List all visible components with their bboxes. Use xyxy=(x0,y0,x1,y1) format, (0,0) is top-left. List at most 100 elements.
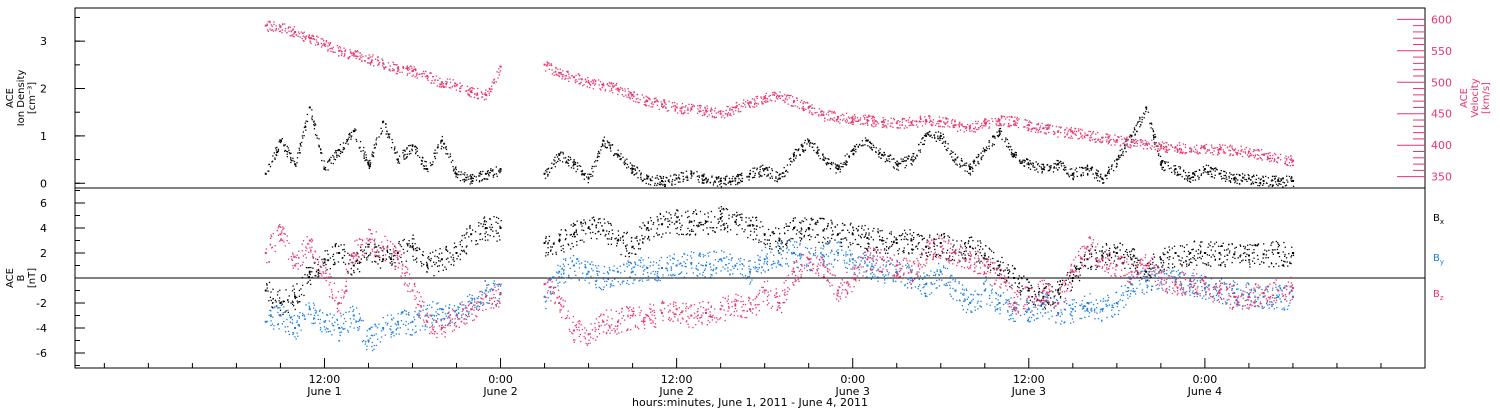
scatter-dot xyxy=(358,262,361,264)
scatter-dot xyxy=(492,176,495,178)
scatter-dot xyxy=(299,142,301,145)
scatter-dot xyxy=(1235,178,1237,180)
scatter-dot xyxy=(846,163,848,166)
data-point xyxy=(939,120,942,123)
scatter-dot xyxy=(1075,167,1078,169)
scatter-dot xyxy=(921,238,924,241)
scatter-dot xyxy=(326,161,329,163)
scatter-dot xyxy=(1089,139,1091,141)
scatter-dot xyxy=(1001,138,1003,141)
scatter-dot xyxy=(594,232,597,235)
scatter-dot xyxy=(1146,148,1148,150)
scatter-dot xyxy=(841,113,844,116)
scatter-dot xyxy=(774,227,777,229)
scatter-dot xyxy=(904,156,906,159)
scatter-dot xyxy=(1124,147,1126,149)
series-bx xyxy=(264,206,1295,316)
scatter-dot xyxy=(959,163,961,165)
scatter-dot xyxy=(985,245,987,247)
scatter-dot xyxy=(760,96,762,98)
scatter-dot xyxy=(803,101,805,103)
data-point xyxy=(352,52,355,55)
scatter-dot xyxy=(729,229,732,231)
scatter-dot xyxy=(1224,177,1226,180)
scatter-dot xyxy=(841,229,843,232)
scatter-dot xyxy=(656,177,658,179)
scatter-dot xyxy=(327,169,329,171)
scatter-dot xyxy=(676,103,678,105)
scatter-dot xyxy=(712,184,715,186)
data-point xyxy=(807,227,810,229)
scatter-dot xyxy=(488,171,491,174)
scatter-dot xyxy=(889,154,891,156)
scatter-dot xyxy=(808,229,810,231)
scatter-dot xyxy=(404,158,406,160)
scatter-dot xyxy=(872,116,874,119)
scatter-dot xyxy=(862,145,864,147)
scatter-dot xyxy=(266,283,268,285)
scatter-dot xyxy=(722,110,724,113)
scatter-dot xyxy=(696,112,699,114)
scatter-dot xyxy=(385,258,387,260)
scatter-dot xyxy=(409,144,411,147)
scatter-dot xyxy=(488,88,491,90)
scatter-dot xyxy=(701,182,703,184)
scatter-dot xyxy=(840,238,842,240)
scatter-dot xyxy=(995,123,997,125)
scatter-dot xyxy=(671,183,673,185)
scatter-dot xyxy=(559,233,562,236)
scatter-dot xyxy=(482,170,484,173)
scatter-dot xyxy=(779,238,781,240)
scatter-dot xyxy=(674,183,676,186)
scatter-dot xyxy=(943,121,945,123)
scatter-dot xyxy=(348,133,350,136)
scatter-dot xyxy=(1153,146,1155,148)
scatter-dot xyxy=(369,56,371,58)
scatter-dot xyxy=(902,233,904,235)
data-point xyxy=(866,119,869,122)
scatter-dot xyxy=(1202,172,1204,174)
scatter-dot xyxy=(994,117,997,120)
scatter-dot xyxy=(862,115,865,117)
scatter-dot xyxy=(717,177,720,179)
scatter-dot xyxy=(1244,174,1246,176)
scatter-dot xyxy=(616,153,618,155)
scatter-dot xyxy=(343,248,345,251)
scatter-dot xyxy=(408,153,410,155)
scatter-dot xyxy=(846,153,848,155)
data-point xyxy=(1203,168,1206,171)
scatter-dot xyxy=(1217,149,1219,151)
scatter-dot xyxy=(338,245,340,247)
scatter-dot xyxy=(917,243,920,245)
scatter-dot xyxy=(1053,166,1055,168)
scatter-dot xyxy=(650,228,652,230)
scatter-dot xyxy=(596,160,599,162)
scatter-dot xyxy=(377,56,379,59)
data-point xyxy=(690,107,693,110)
scatter-dot xyxy=(1192,179,1194,182)
scatter-dot xyxy=(850,150,852,152)
scatter-dot xyxy=(764,239,766,241)
scatter-dot xyxy=(1238,173,1240,176)
scatter-dot xyxy=(1153,142,1155,144)
scatter-dot xyxy=(755,102,758,105)
scatter-dot xyxy=(565,77,567,79)
scatter-dot xyxy=(1028,120,1031,122)
scatter-dot xyxy=(690,103,693,106)
scatter-dot xyxy=(1107,143,1109,145)
scatter-dot xyxy=(790,160,792,162)
scatter-dot xyxy=(1273,175,1276,178)
scatter-dot xyxy=(475,176,477,178)
scatter-dot xyxy=(346,140,349,142)
scatter-dot xyxy=(1161,141,1164,143)
scatter-dot xyxy=(972,160,974,163)
data-point xyxy=(822,229,825,232)
scatter-dot xyxy=(858,119,860,121)
scatter-dot xyxy=(465,176,467,179)
scatter-dot xyxy=(676,209,678,211)
scatter-dot xyxy=(580,78,582,80)
scatter-dot xyxy=(624,90,626,92)
scatter-dot xyxy=(823,228,826,230)
scatter-dot xyxy=(977,128,979,131)
scatter-dot xyxy=(546,168,548,170)
